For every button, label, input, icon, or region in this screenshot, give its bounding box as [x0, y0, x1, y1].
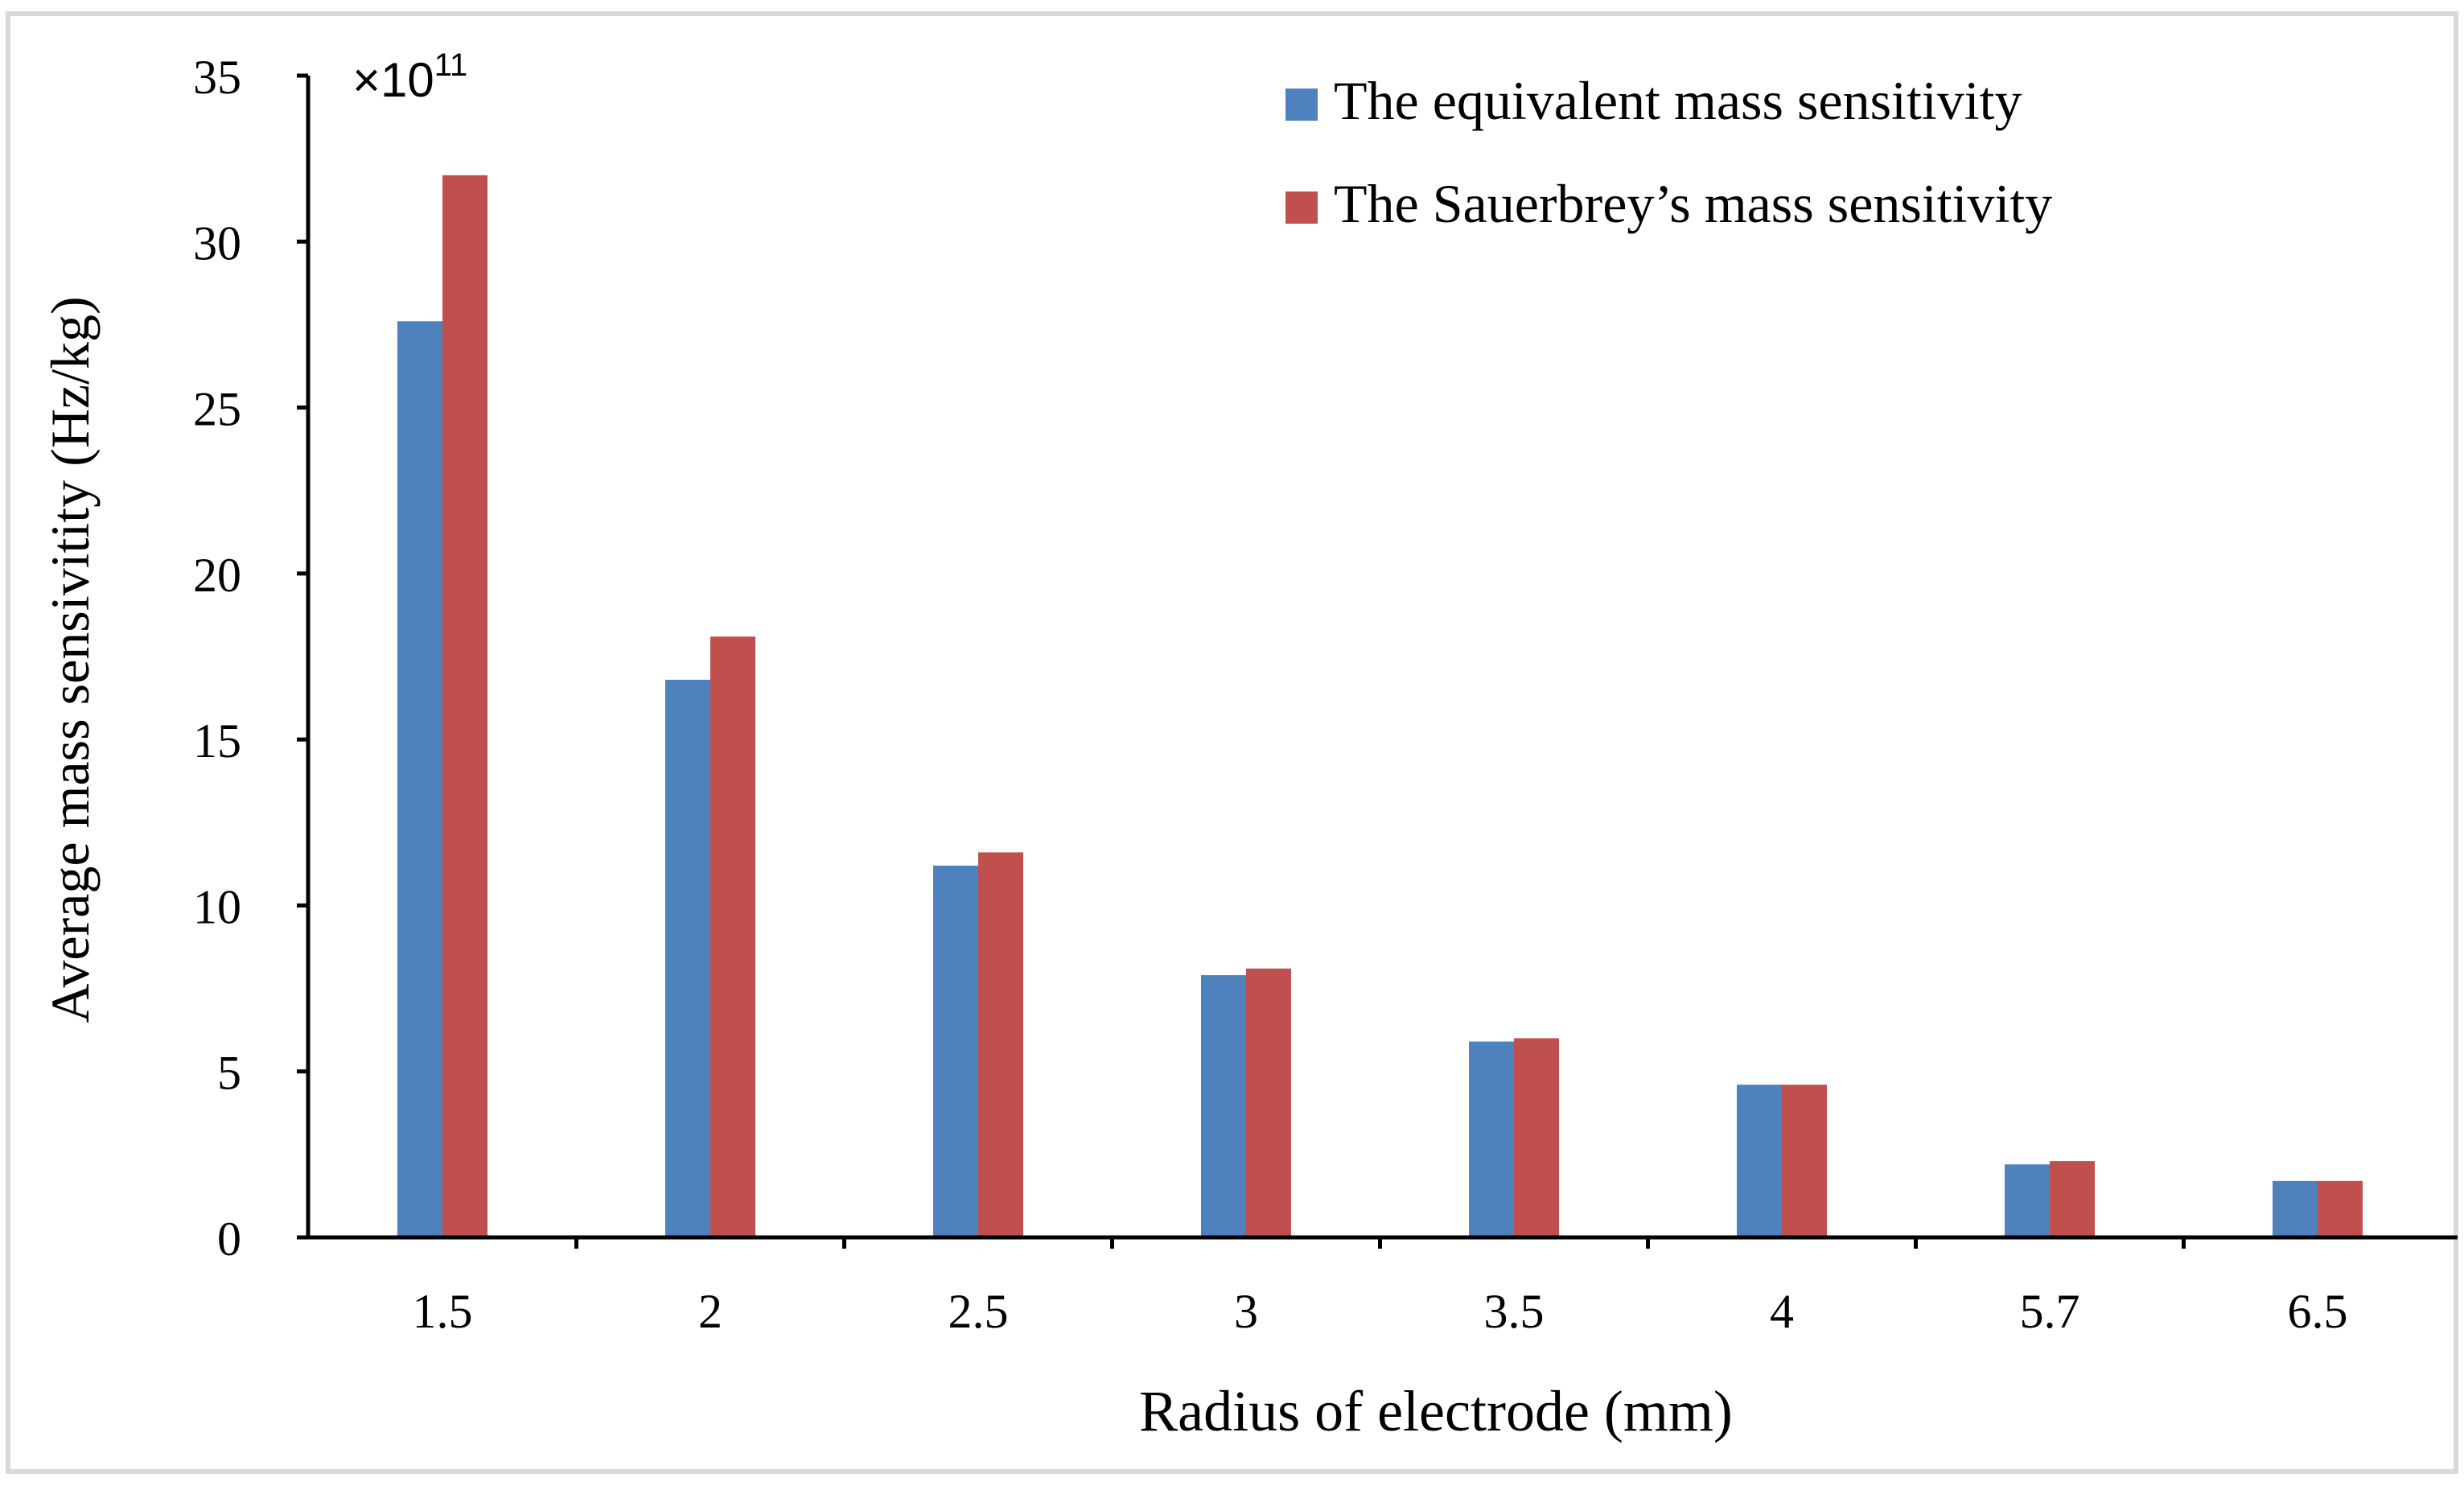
bar-equivalent [2005, 1164, 2050, 1237]
bar-sauerbrey [1514, 1038, 1559, 1237]
y-tick-label: 30 [193, 216, 241, 270]
bar-equivalent [933, 865, 978, 1237]
legend-label-sauerbrey: The Sauerbrey’s mass sensitivity [1334, 173, 2052, 234]
bar-equivalent [1737, 1085, 1782, 1237]
legend-swatch-equivalent [1285, 89, 1318, 121]
x-axis-title: Radius of electrode (mm) [1139, 1379, 1733, 1443]
legend-label-equivalent: The equivalent mass sensitivity [1334, 70, 2022, 131]
x-tick-label: 1.5 [413, 1285, 473, 1338]
scale-factor-label: ×1011 [352, 47, 467, 107]
y-tick-label: 20 [193, 549, 241, 602]
x-tick-label: 2 [698, 1285, 722, 1338]
chart-border [6, 11, 2458, 1474]
bar-equivalent [1201, 975, 1246, 1237]
legend: The equivalent mass sensitivity The Saue… [1285, 70, 2052, 234]
y-tick-label: 25 [193, 383, 241, 436]
bar-equivalent [665, 679, 710, 1237]
bar-sauerbrey [978, 852, 1023, 1237]
x-tick-label: 3.5 [1484, 1285, 1545, 1338]
bar-equivalent [1469, 1041, 1514, 1237]
x-tick-label: 3 [1234, 1285, 1258, 1338]
bar-equivalent [2273, 1180, 2318, 1237]
y-tick-label: 10 [193, 880, 241, 933]
x-tick-label: 2.5 [948, 1285, 1009, 1338]
y-axis-title: Average mass sensivitity (Hz/kg) [39, 296, 101, 1023]
bar-sauerbrey [710, 636, 755, 1237]
bar-sauerbrey [2050, 1161, 2095, 1237]
bar-sauerbrey [442, 175, 487, 1237]
y-tick-label: 5 [217, 1047, 241, 1100]
bar-equivalent [397, 321, 442, 1237]
scale-prefix: ×10 [352, 53, 434, 107]
x-tick-label: 6.5 [2288, 1285, 2348, 1338]
y-tick-label: 35 [193, 51, 241, 104]
y-tick-label: 0 [217, 1212, 241, 1266]
legend-swatch-sauerbrey [1285, 191, 1318, 224]
bar-sauerbrey [1782, 1085, 1827, 1237]
x-tick-label: 5.7 [2020, 1285, 2080, 1338]
bar-sauerbrey [1246, 968, 1291, 1237]
bar-sauerbrey [2318, 1180, 2363, 1237]
y-tick-label: 15 [193, 714, 241, 768]
scale-exponent: 11 [434, 47, 468, 83]
x-tick-label: 4 [1770, 1285, 1794, 1338]
